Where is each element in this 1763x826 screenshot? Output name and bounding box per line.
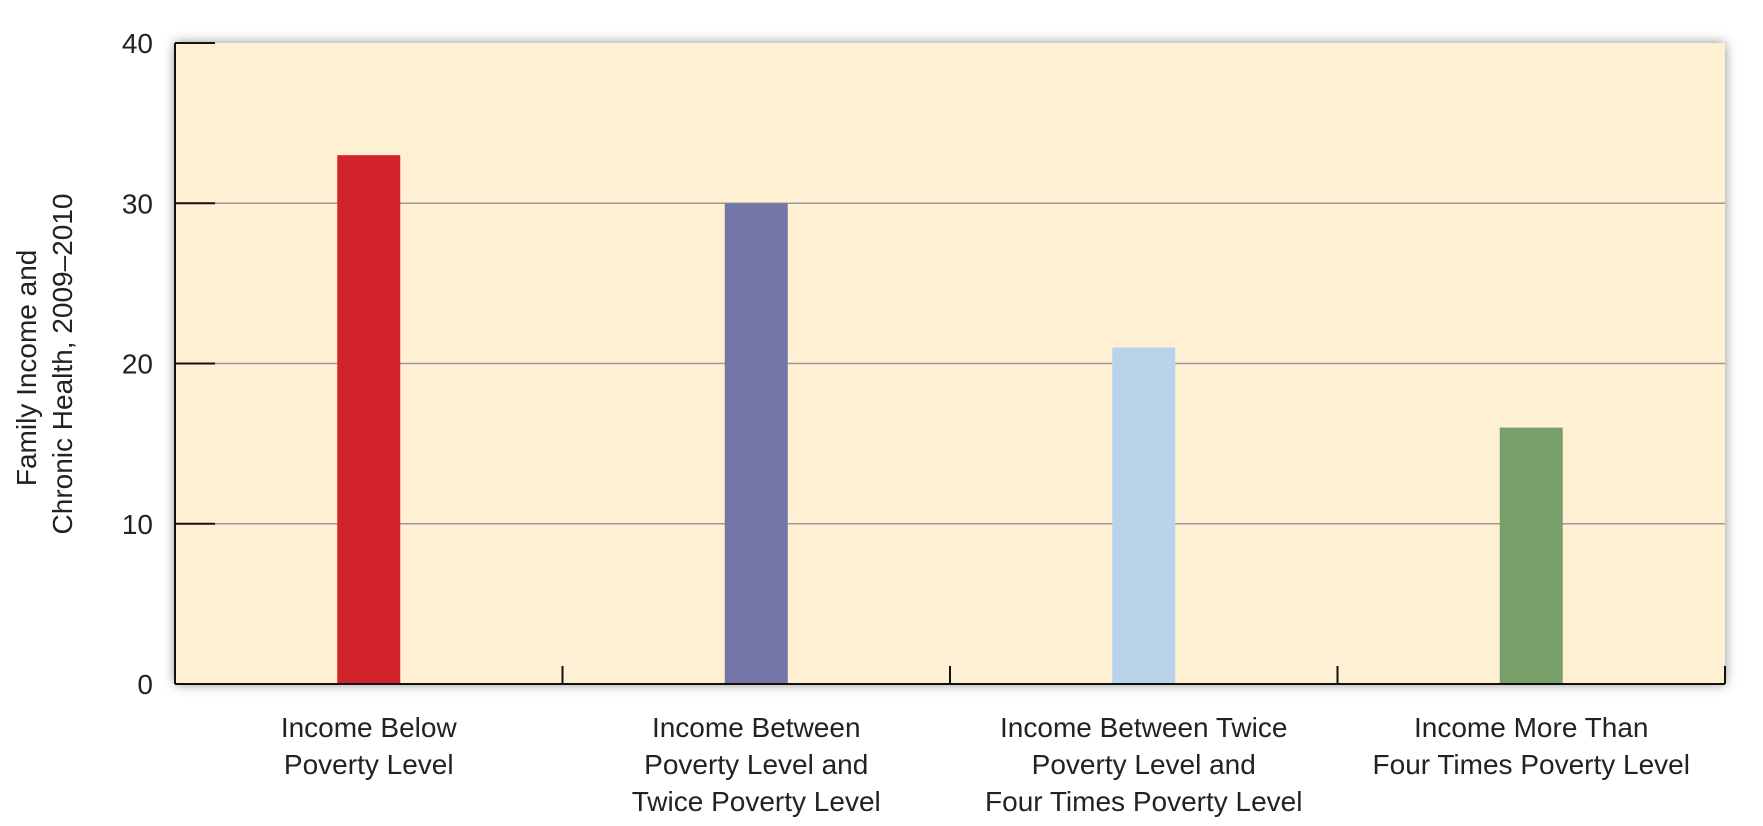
bars [337,155,1726,685]
x-category-label-line: Income More Than [1414,712,1649,743]
y-axis-title-line-2: Chronic Health, 2009–2010 [47,194,78,535]
x-category-label-line: Four Times Poverty Level [985,786,1302,817]
y-tick-labels: 0 10 20 30 40 [122,28,153,700]
x-category-label: Income Below Poverty Level [281,712,458,780]
x-category-label: Income Between Twice Poverty Level and Fou… [985,712,1302,817]
bar [1499,427,1563,684]
bar [724,203,788,684]
axes [174,43,1725,685]
x-category-label-line: Twice Poverty Level [632,786,881,817]
x-category-label-line: Poverty Level and [1032,749,1256,780]
bar [337,155,401,685]
x-category-label-line: Poverty Level and [644,749,868,780]
x-category-label-line: Income Below [281,712,458,743]
x-category-label-line: Poverty Level [284,749,454,780]
y-axis-title-line-1: Family Income and [11,250,42,487]
x-category-label: Income Between Poverty Level and Twice Pov… [632,712,881,817]
y-tick-label: 20 [122,349,153,380]
y-tick-label: 30 [122,188,153,219]
y-tick-label: 10 [122,509,153,540]
x-category-label-line: Income Between [652,712,861,743]
y-axis-title: Family Income and Chronic Health, 2009–2… [11,194,78,535]
y-tick-label: 40 [122,28,153,59]
x-category-label: Income More Than Four Times Poverty Level [1373,712,1690,780]
x-category-label-line: Four Times Poverty Level [1373,749,1690,780]
bar [1112,347,1176,684]
x-category-label-line: Income Between Twice [1000,712,1287,743]
gridlines [175,42,1725,685]
x-category-labels: Income Below Poverty Level Income Between P… [281,712,1690,817]
y-tick-label: 0 [137,669,153,700]
